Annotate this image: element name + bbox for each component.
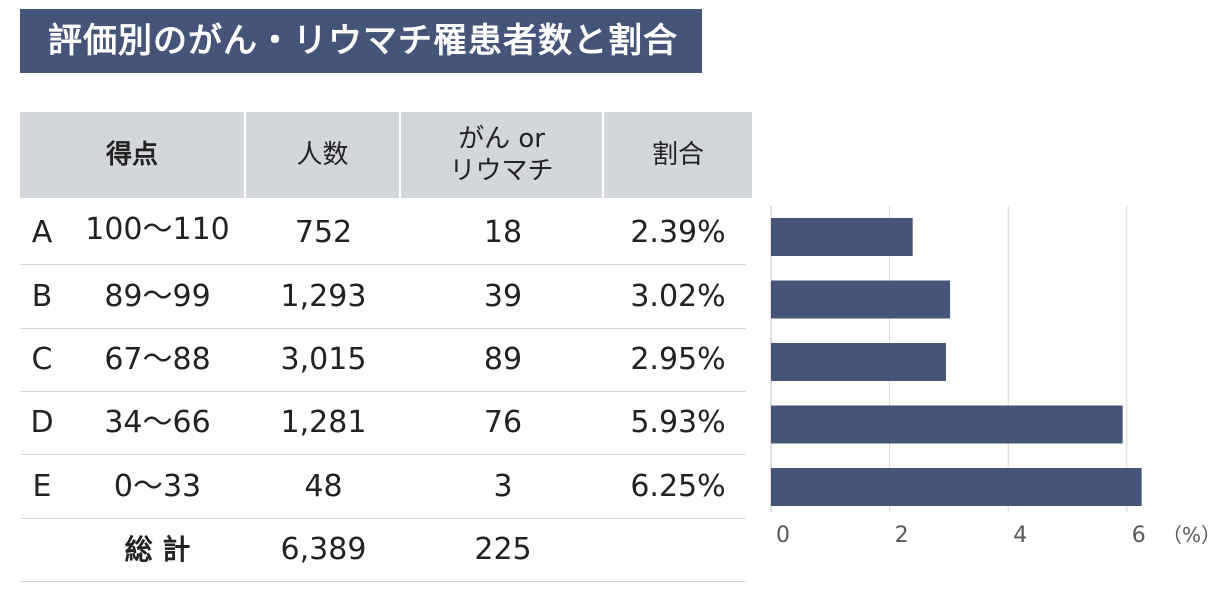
grade-cell: D — [30, 405, 54, 440]
x-tick-label: 2 — [895, 523, 909, 548]
total-row: 総 計 6,389 225 — [20, 518, 746, 582]
count-cell: 3,015 — [280, 342, 367, 377]
range-cell: 67～88 — [104, 342, 211, 377]
bar-A — [771, 218, 913, 256]
cr-cell: 39 — [483, 279, 523, 314]
bar-C — [771, 343, 946, 381]
count-cell: 752 — [294, 215, 353, 250]
count-cell: 48 — [304, 469, 343, 504]
count-cell: 1,281 — [280, 405, 367, 440]
range-cell: 0～33 — [113, 469, 202, 504]
header-cr-line1: がん or — [458, 124, 545, 154]
range-cell: 34～66 — [104, 405, 211, 440]
cr-cell: 76 — [483, 405, 523, 440]
header-ratio: 割合 — [604, 112, 752, 198]
range-cell: 89～99 — [104, 279, 211, 314]
grade-cell: E — [32, 469, 52, 504]
count-cell: 1,293 — [280, 279, 367, 314]
cr-cell: 89 — [483, 342, 523, 377]
header-cancer-rheumatism: がん or リウマチ — [401, 112, 602, 198]
grade-cell: C — [31, 342, 53, 377]
cr-cell: 18 — [483, 215, 523, 250]
page-title: 評価別のがん・リウマチ罹患者数と割合 — [20, 9, 702, 73]
table-row: D 34～66 1,281 76 5.93% — [20, 391, 746, 455]
total-label: 総 計 — [124, 533, 191, 566]
bar-D — [771, 405, 1123, 444]
header-cr-line2: リウマチ — [449, 156, 554, 186]
bar-B — [771, 280, 951, 319]
ratio-cell: 2.95% — [630, 342, 726, 377]
table-row: B 89～99 1,293 39 3.02% — [20, 265, 746, 329]
ratio-cell: 5.93% — [630, 405, 726, 440]
table-row: A 100～110 752 18 2.39% — [20, 201, 746, 265]
table-row: E 0～33 48 3 6.25% — [20, 455, 746, 519]
header-score: 得点 — [20, 112, 244, 198]
header-count: 人数 — [246, 112, 399, 198]
range-cell: 100～110 — [85, 212, 230, 247]
x-axis-unit: （%） — [1162, 523, 1221, 547]
total-count-cell: 6,389 — [280, 532, 367, 567]
cr-cell: 3 — [493, 469, 513, 504]
grade-cell: B — [31, 279, 53, 314]
total-cr-cell: 225 — [474, 532, 532, 567]
ratio-bar-chart: 0 2 4 6 （%） — [762, 200, 1226, 592]
x-tick-label: 6 — [1132, 523, 1146, 548]
grade-cell: A — [31, 215, 53, 250]
table-row: C 67～88 3,015 89 2.95% — [20, 328, 746, 392]
x-tick-label: 4 — [1013, 523, 1027, 548]
ratio-cell: 2.39% — [630, 215, 726, 250]
bar-E — [771, 468, 1142, 506]
ratio-cell: 3.02% — [630, 279, 726, 314]
x-tick-label: 0 — [776, 523, 790, 548]
chart-svg: 0 2 4 6 （%） — [770, 206, 1221, 548]
ratio-cell: 6.25% — [630, 469, 726, 504]
